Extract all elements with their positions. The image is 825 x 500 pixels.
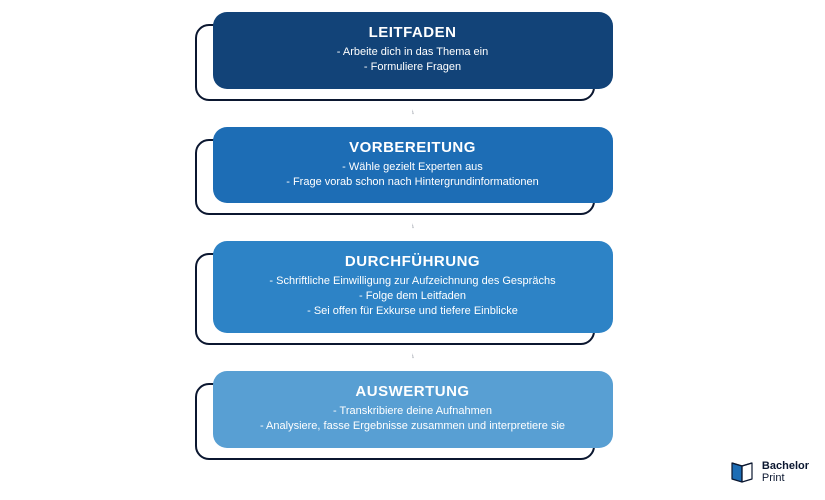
book-icon bbox=[728, 458, 756, 486]
step-item: - Frage vorab schon nach Hintergrundinfo… bbox=[231, 175, 595, 190]
connector-arrow-icon bbox=[412, 333, 414, 379]
connector-arrow-icon bbox=[412, 89, 414, 135]
step-1: LEITFADEN - Arbeite dich in das Thema ei… bbox=[213, 12, 613, 89]
step-title: DURCHFÜHRUNG bbox=[231, 253, 595, 270]
step-title: AUSWERTUNG bbox=[231, 383, 595, 400]
step-card: DURCHFÜHRUNG - Schriftliche Einwilligung… bbox=[213, 241, 613, 333]
step-card: LEITFADEN - Arbeite dich in das Thema ei… bbox=[213, 12, 613, 89]
step-item: - Wähle gezielt Experten aus bbox=[231, 160, 595, 175]
process-flow: LEITFADEN - Arbeite dich in das Thema ei… bbox=[213, 12, 613, 448]
step-4: AUSWERTUNG - Transkribiere deine Aufnahm… bbox=[213, 371, 613, 448]
step-item: - Schriftliche Einwilligung zur Aufzeich… bbox=[231, 274, 595, 289]
logo-line2: Print bbox=[762, 472, 809, 484]
step-item: - Folge dem Leitfaden bbox=[231, 289, 595, 304]
step-title: LEITFADEN bbox=[231, 24, 595, 41]
step-title: VORBEREITUNG bbox=[231, 139, 595, 156]
brand-logo: Bachelor Print bbox=[728, 458, 809, 486]
step-3: DURCHFÜHRUNG - Schriftliche Einwilligung… bbox=[213, 241, 613, 333]
step-item: - Arbeite dich in das Thema ein bbox=[231, 45, 595, 60]
step-card: AUSWERTUNG - Transkribiere deine Aufnahm… bbox=[213, 371, 613, 448]
step-card: VORBEREITUNG - Wähle gezielt Experten au… bbox=[213, 127, 613, 204]
step-item: - Formuliere Fragen bbox=[231, 60, 595, 75]
step-2: VORBEREITUNG - Wähle gezielt Experten au… bbox=[213, 127, 613, 204]
step-item: - Transkribiere deine Aufnahmen bbox=[231, 404, 595, 419]
connector-arrow-icon bbox=[412, 203, 414, 249]
logo-text: Bachelor Print bbox=[762, 460, 809, 484]
logo-line1: Bachelor bbox=[762, 460, 809, 472]
step-item: - Sei offen für Exkurse und tiefere Einb… bbox=[231, 304, 595, 319]
step-item: - Analysiere, fasse Ergebnisse zusammen … bbox=[231, 419, 595, 434]
